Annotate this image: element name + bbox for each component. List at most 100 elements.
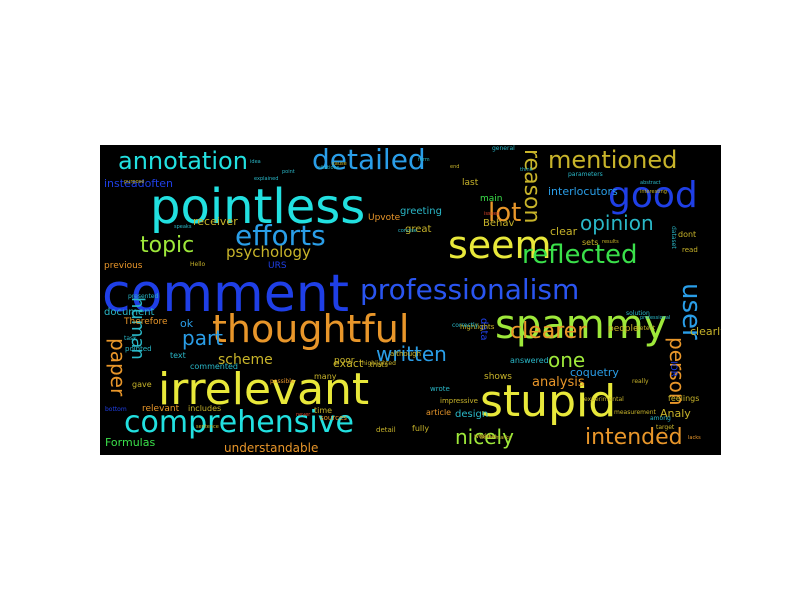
word-presented: presented [128, 293, 159, 300]
word-document: document [104, 307, 155, 318]
word-one: one [548, 348, 586, 372]
word-stupid: stupid [480, 376, 617, 427]
word-receiver: receiver [193, 215, 238, 228]
word-intended: intended [585, 425, 683, 450]
word-correctly: correctly [452, 322, 479, 329]
word-pointless: pointless [150, 179, 366, 235]
word-scheme: scheme [218, 352, 273, 368]
word-think: think [520, 167, 533, 173]
word-answered: answered [510, 356, 549, 365]
word-shows: shows [484, 372, 512, 382]
word-person: person [665, 337, 689, 406]
word-insteadoften: insteadoften [104, 177, 174, 190]
word-speaks: speaks [174, 224, 192, 230]
word-thats: thats [370, 361, 388, 369]
word-bottom: bottom [105, 406, 127, 413]
word-highlighted: highlighted [362, 360, 396, 367]
word-sentence: sentence [196, 424, 219, 430]
word-hello: Hello [190, 261, 206, 268]
word-paper: paper [106, 338, 130, 397]
word-nicely: nicely [455, 425, 514, 449]
word-formulas: Formulas [105, 436, 156, 449]
word-thoughtful: thoughtful [212, 307, 410, 351]
word-gave: gave [132, 380, 152, 389]
word-pointed: pointed [125, 345, 152, 353]
word-clear: clear [550, 225, 578, 238]
word-format: format [480, 434, 497, 440]
word-great: great [405, 224, 432, 235]
word-understandable: understandable [224, 441, 319, 455]
word-really: really [632, 378, 649, 385]
word-fully: fully [412, 424, 430, 433]
word-highlights: highlights [460, 323, 495, 331]
word-good: good [608, 175, 698, 216]
word-lot: lot [488, 198, 522, 228]
word-user: user [676, 283, 706, 340]
word-urs: URS [268, 261, 287, 271]
word-includes: includes [188, 404, 222, 413]
word-feelings: feelings [668, 394, 700, 403]
word-lacks: lacks [688, 435, 701, 441]
word-impressive: impressive [440, 397, 478, 405]
word-ior: IOR [668, 361, 678, 377]
word-detail: detail [376, 426, 396, 434]
word-results: results [602, 239, 619, 245]
word-experimental: experimental [584, 396, 624, 403]
word-therefore: Therefore [124, 317, 168, 327]
word-cause: cause [332, 161, 347, 167]
word-previous: previous [104, 261, 143, 271]
word-abstract: abstract [640, 180, 661, 186]
word-part: part [182, 326, 224, 350]
word-explained: explained [254, 176, 279, 182]
word-professional: professional [640, 315, 671, 321]
word-point: point [282, 169, 295, 175]
word-form: form [418, 157, 430, 163]
word-task: task [124, 335, 137, 342]
word-issues: issues [484, 211, 500, 217]
word-sources: sources [320, 414, 347, 422]
word-concise: concise [398, 228, 417, 234]
word-main: main [480, 194, 503, 204]
word-reason: reason [519, 149, 544, 224]
word-comment: comment [102, 264, 350, 324]
word-target: target [656, 424, 675, 431]
word-general: general [492, 145, 515, 152]
word-detect: detect [636, 325, 656, 332]
word-interesting: interesting [640, 189, 667, 195]
word-dataset: dataset [670, 226, 677, 249]
word-possible: possible [270, 378, 295, 385]
word-design: design [455, 409, 489, 420]
word-never: never [296, 412, 311, 418]
word-analy: Analy [660, 407, 691, 420]
word-detailed: detailed [312, 145, 426, 176]
word-spammy: spammy [495, 302, 668, 348]
word-poor: poor [334, 356, 355, 366]
word-measurement: measurement [614, 409, 656, 416]
word-benchmarks: benchmarks [480, 435, 511, 441]
word-topic: topic [140, 233, 195, 258]
word-article: article [426, 408, 452, 417]
word-last: last [462, 178, 479, 188]
word-psychology: psychology [226, 243, 311, 261]
word-end: end [450, 164, 460, 170]
word-comprehensive: comprehensive [124, 405, 354, 440]
word-exact: exact [333, 357, 364, 370]
word-clearly: clearly [690, 325, 721, 338]
word-dont: dont [678, 230, 697, 239]
word-opinion: opinion [580, 211, 654, 235]
word-seem: seem [448, 223, 552, 267]
word-parameters: parameters [568, 171, 603, 178]
word-annotation: annotation [118, 147, 248, 175]
word-behav: Behav [483, 218, 515, 229]
word-interlocutors: interlocutors [548, 185, 618, 198]
word-world: world [474, 433, 491, 440]
word-greeting: greeting [400, 206, 442, 217]
word-idea: idea [250, 159, 261, 165]
word-people: people [608, 324, 639, 334]
word-commented: commented [190, 362, 239, 371]
word-wrote: wrote [430, 385, 450, 393]
word-human: human [127, 297, 148, 360]
word-mentioned: mentioned [548, 146, 678, 174]
word-although: although [390, 350, 422, 358]
word-solution: solution [626, 310, 650, 317]
